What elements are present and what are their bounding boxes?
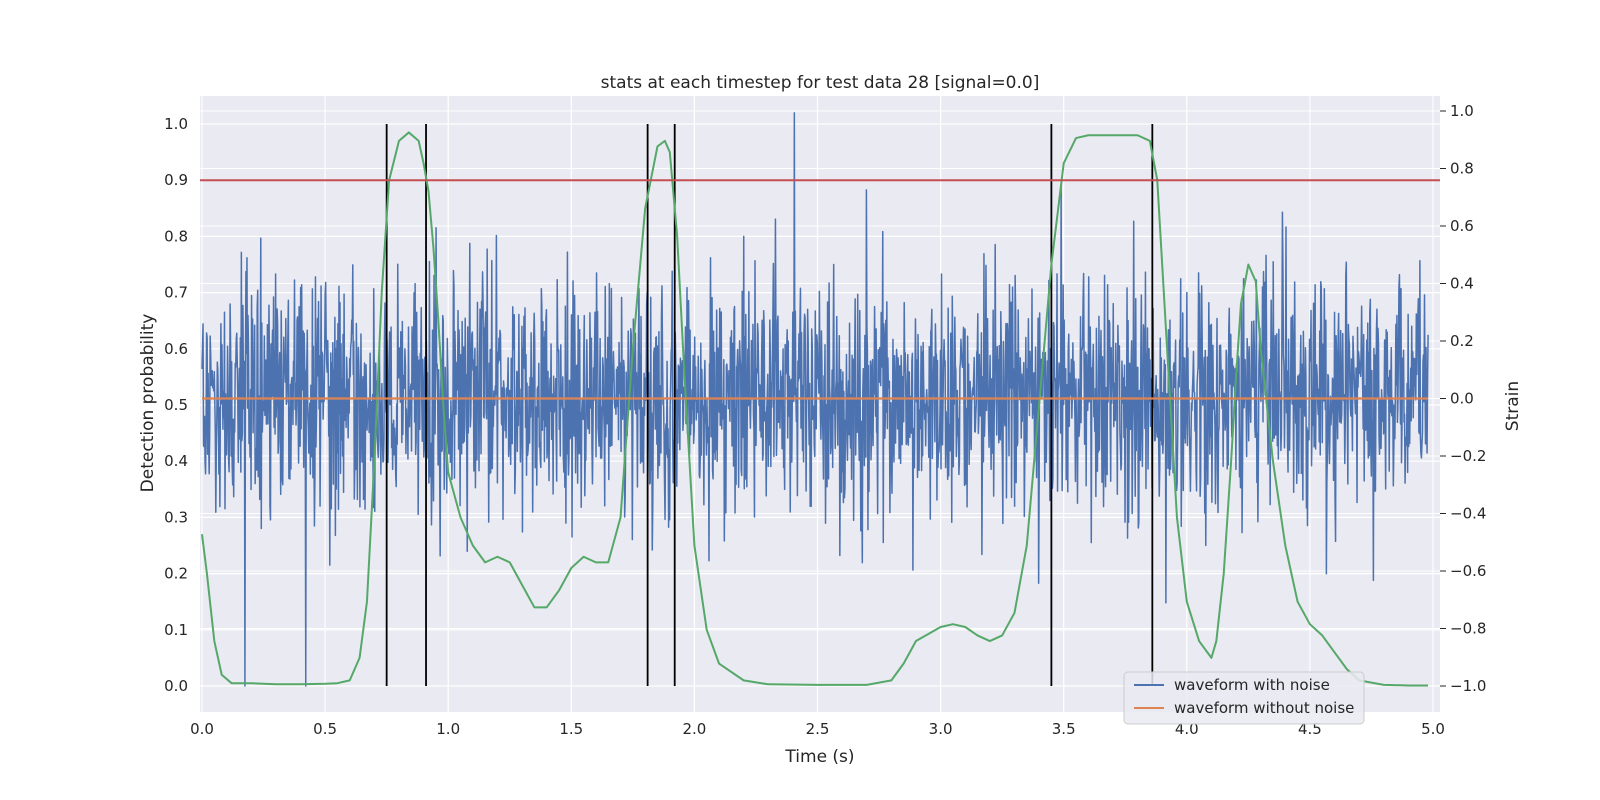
y-tick-label: 0.6 bbox=[164, 340, 188, 358]
legend-label-clean: waveform without noise bbox=[1174, 699, 1354, 717]
y-tick-label: 1.0 bbox=[164, 115, 188, 133]
x-tick-label: 0.0 bbox=[190, 720, 214, 738]
x-tick-label: 3.5 bbox=[1052, 720, 1076, 738]
y-tick-label: 0.3 bbox=[164, 508, 188, 526]
y2-tick-label: 0.6 bbox=[1450, 217, 1474, 235]
y-tick-label: 0.2 bbox=[164, 565, 188, 583]
x-tick-label: 5.0 bbox=[1421, 720, 1445, 738]
y2-tick-label: −0.4 bbox=[1450, 505, 1486, 523]
y2-axis-title: Strain bbox=[1503, 381, 1523, 431]
y2-tick-label: −0.2 bbox=[1450, 447, 1486, 465]
y-tick-label: 0.0 bbox=[164, 677, 188, 695]
x-tick-label: 3.0 bbox=[929, 720, 953, 738]
legend-box bbox=[1123, 671, 1365, 725]
legend: waveform with noise waveform without noi… bbox=[1123, 671, 1365, 725]
x-tick-label: 2.5 bbox=[806, 720, 830, 738]
y-tick-label: 0.9 bbox=[164, 171, 188, 189]
y-tick-label: 0.1 bbox=[164, 621, 188, 639]
x-tick-label: 2.0 bbox=[682, 720, 706, 738]
y-tick-label: 0.7 bbox=[164, 284, 188, 302]
y2-tick-label: −0.8 bbox=[1450, 620, 1486, 638]
y-axis-ticks: 0.0 0.1 0.2 0.3 0.4 0.5 0.6 0.7 0.8 0.9 1.0 bbox=[164, 115, 188, 695]
y2-tick-label: 0.8 bbox=[1450, 160, 1474, 178]
noisy-waveform-series bbox=[201, 112, 1429, 687]
y2-tick-label: 0.0 bbox=[1450, 390, 1474, 408]
y-axis-title: Detection probability bbox=[138, 314, 158, 493]
x-tick-label: 1.0 bbox=[436, 720, 460, 738]
noisy-waveform-line bbox=[201, 112, 1429, 687]
y-tick-label: 0.5 bbox=[164, 396, 188, 414]
y2-tick-label: −0.6 bbox=[1450, 562, 1486, 580]
y2-tick-label: −1.0 bbox=[1450, 677, 1486, 695]
y-tick-label: 0.8 bbox=[164, 227, 188, 245]
x-axis-title: Time (s) bbox=[784, 747, 854, 767]
x-tick-label: 1.5 bbox=[559, 720, 583, 738]
probability-line bbox=[201, 131, 1429, 687]
legend-label-noisy: waveform with noise bbox=[1174, 676, 1330, 694]
y2-tick-label: 0.2 bbox=[1450, 332, 1474, 350]
y-tick-label: 0.4 bbox=[164, 452, 188, 470]
y2-axis-ticks: −1.0 −0.8 −0.6 −0.4 −0.2 0.0 0.2 0.4 0.6 0.8 1.0 bbox=[1440, 102, 1486, 695]
chart-title: stats at each timestep for test data 28 … bbox=[601, 73, 1040, 93]
x-tick-label: 0.5 bbox=[313, 720, 337, 738]
y2-tick-label: 1.0 bbox=[1450, 102, 1474, 120]
y2-tick-label: 0.4 bbox=[1450, 275, 1474, 293]
probability-series bbox=[201, 131, 1429, 687]
